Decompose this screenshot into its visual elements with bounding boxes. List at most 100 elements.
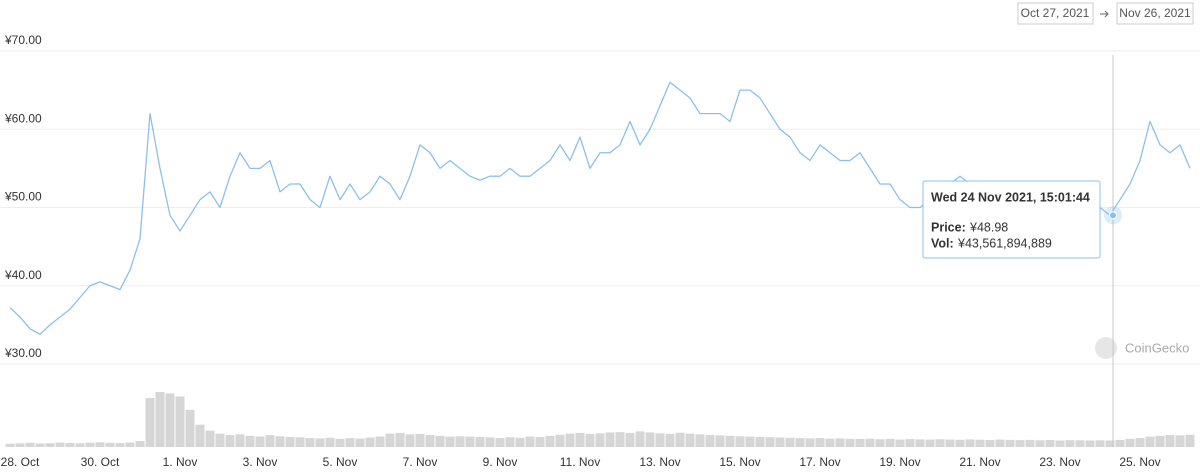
volume-bar — [985, 440, 995, 447]
volume-bar — [675, 432, 685, 447]
volume-bar — [635, 431, 645, 447]
x-tick-label: 19. Nov — [879, 455, 920, 469]
volume-bar — [335, 438, 345, 447]
volume-bar — [225, 435, 235, 447]
volume-bar — [305, 438, 315, 447]
volume-bar — [55, 442, 65, 447]
volume-bar — [905, 439, 915, 447]
volume-bar — [605, 432, 615, 447]
volume-bar — [245, 435, 255, 447]
volume-bar — [495, 438, 505, 447]
volume-bar — [875, 439, 885, 447]
date-from[interactable]: Oct 27, 2021 — [1021, 6, 1090, 20]
volume-bar — [1155, 435, 1165, 447]
volume-bar — [1105, 440, 1115, 447]
volume-bar — [1075, 440, 1085, 447]
volume-bar — [505, 437, 515, 447]
volume-bar — [1175, 435, 1185, 447]
x-tick-label: 1. Nov — [163, 455, 198, 469]
volume-bar — [1045, 440, 1055, 447]
volume-bar — [735, 436, 745, 447]
x-tick-label: 25. Nov — [1119, 455, 1160, 469]
volume-bar — [715, 435, 725, 447]
volume-bar — [885, 438, 895, 447]
volume-bar — [315, 438, 325, 447]
volume-bar — [395, 432, 405, 447]
volume-bar — [375, 436, 385, 447]
volume-bar — [805, 438, 815, 447]
x-tick-label: 11. Nov — [560, 455, 600, 469]
volume-bar — [105, 442, 115, 447]
tooltip-box — [922, 180, 1101, 259]
x-tick-label: 5. Nov — [323, 455, 358, 469]
volume-bar — [525, 436, 535, 447]
volume-bar — [405, 434, 415, 447]
volume-bar — [585, 433, 595, 447]
tooltip-price-label: Price: — [931, 220, 966, 234]
y-tick-label: ¥40.00 — [4, 268, 42, 282]
volume-bar — [35, 443, 45, 447]
tooltip-title: Wed 24 Nov 2021, 15:01:44 — [931, 190, 1090, 204]
volume-bar — [65, 442, 75, 447]
volume-bar — [25, 442, 35, 447]
volume-bar — [565, 433, 575, 447]
volume-bar — [45, 443, 55, 447]
volume-bar — [615, 432, 625, 447]
volume-bar — [95, 442, 105, 447]
volume-bar — [265, 435, 275, 447]
volume-bar — [1135, 438, 1145, 447]
y-tick-label: ¥30.00 — [4, 346, 42, 360]
volume-bar — [435, 435, 445, 447]
volume-bar — [1085, 440, 1095, 447]
y-tick-label: ¥70.00 — [4, 33, 42, 47]
volume-bar — [575, 432, 585, 447]
volume-bar — [925, 439, 935, 447]
hover — [1104, 206, 1122, 225]
volume-bar — [255, 436, 265, 447]
volume-bar — [1185, 434, 1195, 447]
volume-bar — [835, 438, 845, 447]
volume-bar — [415, 433, 425, 447]
y-tick-label: ¥60.00 — [4, 111, 42, 125]
volume-bar — [685, 433, 695, 447]
volume-bar — [955, 439, 965, 447]
tooltip-vol: ¥43,561,894,889 — [957, 236, 1052, 250]
volume-bar — [155, 392, 165, 447]
volume-bar — [425, 435, 435, 447]
watermark-logo — [1095, 337, 1117, 359]
volume-bar — [165, 393, 175, 447]
volume-bar — [175, 396, 185, 447]
y-tick-label: ¥50.00 — [4, 190, 42, 204]
volume-bar — [535, 436, 545, 447]
volume-bar — [1165, 435, 1175, 447]
x-tick-label: 28. Oct — [1, 455, 40, 469]
volume-bar — [1005, 439, 1015, 447]
date-from-box[interactable] — [1017, 2, 1094, 25]
volume-bar — [1125, 438, 1135, 447]
watermark: CoinGecko — [1125, 340, 1189, 355]
volume-bar — [705, 435, 715, 447]
volume-bar — [295, 437, 305, 447]
volume-bar — [975, 439, 985, 447]
volume-bar — [125, 442, 135, 447]
volume-bar — [935, 439, 945, 447]
x-tick-label: 9. Nov — [483, 455, 518, 469]
volume-bar — [755, 436, 765, 447]
volume-bar — [1095, 440, 1105, 447]
volume-bar — [655, 433, 665, 447]
volume-bar — [135, 441, 145, 447]
volume-bar — [695, 434, 705, 447]
volume-bar — [1115, 439, 1125, 447]
volume-bar — [555, 434, 565, 447]
volume-bar — [5, 443, 15, 447]
volume-bar — [115, 443, 125, 447]
date-to[interactable]: Nov 26, 2021 — [1119, 6, 1191, 20]
x-tick-label: 7. Nov — [403, 455, 438, 469]
volume-bar — [915, 439, 925, 447]
tooltip-vol-label: Vol: — [931, 236, 954, 250]
volume-bar — [75, 443, 85, 447]
volume-bar — [1035, 440, 1045, 447]
date-to-box[interactable] — [1116, 2, 1194, 25]
